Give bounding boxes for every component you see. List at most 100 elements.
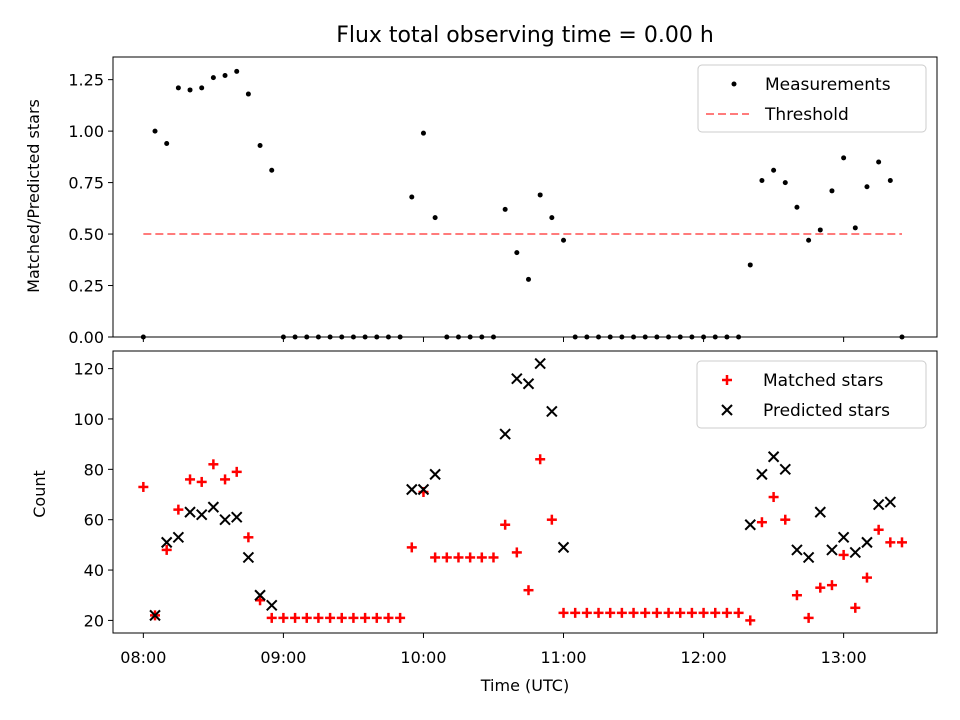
matched-star-point (511, 547, 522, 558)
matched-star-point (698, 607, 709, 618)
predicted-star-point (417, 483, 430, 496)
legend-frame (697, 64, 927, 133)
matched-star-point (290, 612, 301, 623)
matched-star-point (395, 612, 406, 623)
count-axes-frame (112, 350, 938, 634)
predicted-star-point (826, 544, 838, 556)
matched-star-point (815, 582, 826, 593)
x-tick-label: 08:00 (120, 648, 166, 667)
matched-star-point (266, 612, 277, 623)
count-legend: Matched stars Predicted stars (696, 360, 927, 429)
x-stroke (884, 496, 897, 508)
predicted-star-point (149, 609, 161, 622)
x-tick-label: 13:00 (821, 648, 867, 667)
legend-measurements-label: Measurements (765, 75, 891, 95)
predicted-star-point (499, 428, 511, 440)
matched-star-point (686, 607, 697, 618)
matched-star-point (826, 580, 837, 591)
matched-star-point (546, 514, 557, 525)
matched-star-point (243, 532, 254, 543)
x-tick-label: 11:00 (540, 648, 586, 667)
x-stroke (744, 519, 756, 531)
matched-star-point (733, 607, 744, 618)
y-tick-label: 0.50 (68, 225, 104, 244)
measurement-point (852, 225, 858, 231)
matched-star-point (185, 474, 196, 485)
legend-matched-marker (722, 375, 732, 385)
legend-frame (696, 360, 927, 429)
measurement-point (152, 128, 158, 134)
y-tick-label: 120 (73, 360, 104, 379)
y-tick-label: 80 (84, 460, 104, 479)
matched-star-point (896, 537, 907, 548)
measurement-point (234, 68, 240, 74)
measurement-point (245, 91, 251, 97)
matched-star-point (850, 602, 861, 613)
matched-star-point (780, 514, 791, 525)
matched-star-point (651, 607, 662, 618)
y-tick-label: 0.00 (68, 328, 104, 347)
y-tick-label: 100 (73, 410, 104, 429)
legend-measurements-marker (731, 81, 737, 87)
measurement-point (747, 262, 753, 268)
matched-star-point (558, 607, 569, 618)
measurement-point (526, 276, 532, 282)
matched-star-point (745, 615, 756, 626)
matched-star-point (161, 544, 172, 555)
predicted-star-point (242, 551, 255, 564)
x-stroke (849, 546, 862, 559)
matched-star-point (138, 481, 149, 492)
x-stroke (160, 536, 173, 549)
y-tick-label: 1.00 (68, 122, 104, 141)
x-stroke (172, 531, 185, 544)
predicted-star-point (546, 405, 558, 418)
y-tick-label: 60 (84, 511, 104, 530)
x-stroke (499, 428, 511, 440)
measurement-point (514, 250, 520, 256)
matched-star-point (873, 524, 884, 535)
measurement-point (759, 178, 765, 184)
x-stroke (184, 506, 196, 518)
measurement-point (432, 215, 438, 221)
x-stroke (219, 513, 231, 526)
matched-star-point (360, 612, 371, 623)
predicted-star-point (207, 501, 220, 513)
matched-star-point (173, 504, 184, 515)
matched-star-point (220, 474, 231, 485)
predicted-star-point (511, 372, 523, 385)
matched-star-point (628, 607, 639, 618)
matched-star-point (196, 476, 207, 487)
predicted-star-point (254, 589, 266, 601)
matched-star-point (616, 607, 627, 618)
x-stroke (826, 544, 838, 556)
matched-star-point (535, 454, 546, 465)
matched-star-point (325, 612, 336, 623)
ratio-y-axis-label: Matched/Predicted stars (24, 99, 43, 293)
matched-star-point (465, 552, 476, 563)
ratio-axes-frame (112, 56, 938, 338)
x-tick-label: 12:00 (681, 648, 727, 667)
legend-predicted-marker (721, 404, 733, 416)
matched-star-point (803, 612, 814, 623)
count-panel: Count Time (UTC) 20 40 60 80 100 120 08:00 09:0… (30, 350, 938, 695)
matched-star-point (430, 552, 441, 563)
matched-star-point (476, 552, 487, 563)
measurement-point (269, 167, 275, 173)
predicted-star-point (779, 463, 791, 476)
matched-star-point (488, 552, 499, 563)
y-tick-label: 20 (84, 611, 104, 630)
x-stroke (814, 506, 826, 518)
matched-star-point (301, 612, 312, 623)
matched-star-point (768, 492, 779, 503)
matched-star-point (791, 590, 802, 601)
legend-predicted-label: Predicted stars (763, 401, 890, 421)
x-stroke (791, 544, 803, 556)
predicted-star-point (861, 536, 873, 549)
x-stroke (546, 405, 558, 418)
matched-star-point (593, 607, 604, 618)
x-stroke (266, 599, 278, 612)
x-stroke (242, 551, 255, 564)
measurement-point (876, 159, 882, 165)
x-stroke (872, 498, 885, 511)
measurement-point (210, 75, 216, 81)
